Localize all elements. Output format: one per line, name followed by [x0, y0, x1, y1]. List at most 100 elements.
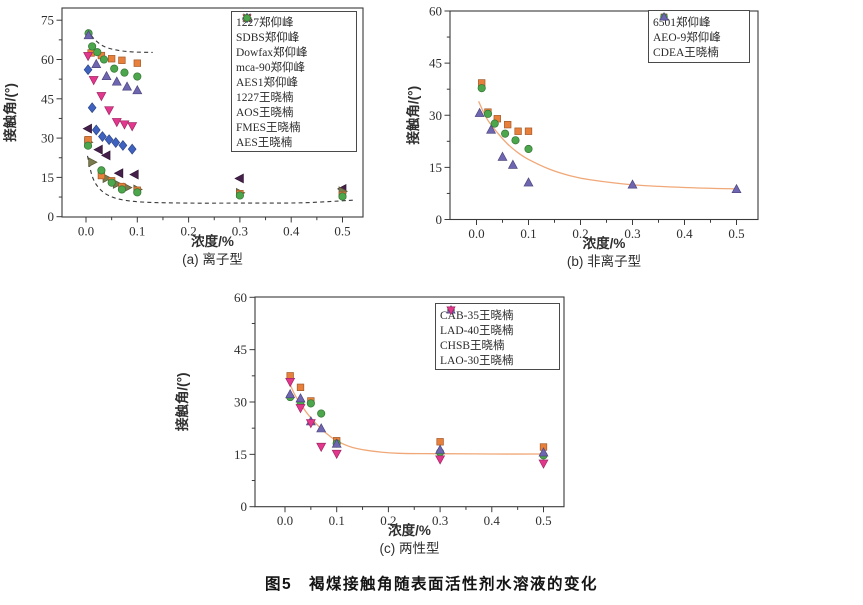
x-tick-label: 0.5 [728, 226, 744, 241]
chart-c-canvas: 0.0 0.1 0.2 0.3 0.4 0.5 0 15 30 45 60 浓度/% 接触角/(°) (c… [174, 290, 565, 556]
chart-a-series-4 [83, 64, 137, 155]
chart-c-legend: CAB-35王晓楠 LAD-40王晓楠 CHSB王晓楠 LAO-30王晓楠 [435, 303, 560, 371]
triangle-up-marker [101, 70, 112, 81]
triangle-up-marker [316, 423, 327, 433]
y-tick-label: 45 [41, 91, 54, 106]
triangle-up-marker [132, 84, 143, 95]
y-tick-label: 45 [429, 56, 442, 71]
chart-a-series-2 [83, 29, 143, 95]
legend-item-c-3: LAO-30王晓楠 [436, 306, 559, 367]
chart-a-series-8 [84, 141, 347, 201]
chart-a-ionic: 0.0 0.1 0.2 0.3 0.4 0.5 0 15 30 45 60 75 浓度/% 接触角/(°)… [0, 0, 430, 285]
square-marker [133, 59, 141, 67]
triangle-down-marker [538, 459, 549, 469]
y-axis-label: 接触角/(°) [405, 86, 421, 145]
legend-item-a-3: mca-90郑仰峰 [232, 14, 356, 75]
circle-marker [97, 166, 106, 175]
diamond-marker [91, 124, 101, 136]
triangle-down-marker [305, 419, 316, 429]
triangle-down-icon [446, 306, 456, 316]
x-axis-label: 浓度/% [388, 522, 431, 538]
triangle-left-marker [113, 168, 124, 179]
legend-label: mca-90郑仰峰 [236, 62, 305, 75]
chart-b-legend: 6501郑仰峰 AEO-9郑仰峰 CDEA王晓楠 [648, 10, 750, 63]
triangle-down-marker [285, 378, 296, 388]
legend-label: CAB-35王晓楠 [440, 309, 514, 322]
legend-item-c-2: CHSB王晓楠 [436, 304, 559, 352]
square-marker [514, 127, 522, 135]
x-tick-label: 0.3 [232, 224, 248, 239]
x-tick-label: 0.5 [334, 224, 350, 239]
chart-a-canvas: 0.0 0.1 0.2 0.3 0.4 0.5 0 15 30 45 60 75 浓度/% 接触角/(°)… [2, 7, 364, 267]
circle-marker [107, 178, 116, 187]
diamond-marker [127, 143, 137, 155]
x-tick-label: 0.0 [277, 513, 293, 528]
legend-label: LAD-40王晓楠 [440, 324, 514, 337]
triangle-down-marker [111, 118, 122, 128]
x-tick-label: 0.3 [432, 513, 448, 528]
chart-c-series-0 [286, 372, 548, 451]
triangle-down-marker [83, 52, 94, 62]
triangle-down-marker [316, 442, 327, 453]
chart-a-legend: 1227郑仰峰 SDBS郑仰峰 Dowfax郑仰峰 mca-90郑仰峰 AES1郑仰峰 1… [231, 11, 357, 153]
legend-item-a-8: AES王晓楠 [232, 14, 356, 149]
x-tick-label: 0.3 [624, 226, 640, 241]
triangle-up-marker [627, 179, 638, 189]
chart-b-subtitle: (b) 非离子型 [567, 253, 641, 269]
x-tick-label: 0.1 [129, 224, 145, 239]
legend-item-c-1: LAD-40王晓楠 [436, 306, 559, 337]
y-axis-label: 接触角/(°) [174, 373, 190, 432]
x-tick-label: 0.4 [676, 226, 693, 241]
triangle-up-marker [486, 124, 497, 134]
square-marker [296, 383, 305, 391]
axes: 0.0 0.1 0.2 0.3 0.4 0.5 0 15 30 45 60 75 [41, 7, 364, 239]
circle-marker [99, 55, 109, 64]
y-tick-label: 30 [41, 131, 54, 146]
axes: 0.0 0.1 0.2 0.3 0.4 0.5 0 15 30 45 60 [429, 4, 759, 241]
chart-b-nonionic: 0.0 0.1 0.2 0.3 0.4 0.5 0 15 30 45 60 浓度/% 接触角/(°) (b… [400, 0, 863, 285]
legend-label: FMES王晓楠 [236, 121, 301, 134]
chart-b-series-1 [477, 84, 533, 154]
x-tick-label: 0.1 [520, 226, 536, 241]
legend-item-b-1: AEO-9郑仰峰 [649, 13, 749, 44]
y-tick-label: 0 [241, 499, 248, 514]
y-tick-label: 0 [48, 209, 55, 224]
upper-envelope-dashed [87, 29, 153, 53]
square-marker [118, 56, 126, 64]
y-tick-label: 45 [234, 342, 247, 357]
x-tick-label: 0.4 [283, 224, 300, 239]
diamond-marker [98, 131, 107, 142]
figure-caption: 图5 褐煤接触角随表面活性剂水溶液的变化 [264, 576, 599, 593]
circle-marker [511, 136, 520, 145]
legend-label: AES1郑仰峰 [236, 77, 298, 90]
square-marker [524, 127, 533, 135]
legend-label: AOS王晓楠 [236, 106, 294, 119]
chart-a-subtitle: (a) 离子型 [182, 251, 243, 267]
axes: 0.0 0.1 0.2 0.3 0.4 0.5 0 15 30 45 60 [234, 290, 565, 528]
legend-item-a-5: 1227王晓楠 [232, 13, 356, 104]
legend-item-b-2: CDEA王晓楠 [649, 11, 749, 60]
circle-marker [490, 119, 499, 128]
lower-envelope-dashed [86, 155, 353, 204]
triangle-up-marker [122, 81, 133, 91]
y-tick-label: 15 [429, 160, 442, 175]
legend-label: SDBS郑仰峰 [236, 32, 300, 45]
triangle-up-marker [497, 151, 508, 161]
y-tick-label: 60 [41, 52, 54, 67]
triangle-up-marker [435, 444, 446, 454]
square-marker [436, 438, 444, 446]
triangle-up-marker [285, 388, 296, 399]
x-tick-label: 0.4 [484, 513, 501, 528]
legend-item-a-7: FMES王晓楠 [232, 14, 356, 134]
triangle-up-marker [83, 29, 94, 40]
triangle-up-marker [295, 393, 306, 403]
circle-marker [120, 68, 129, 77]
circle-marker [306, 399, 315, 408]
circle-marker [93, 48, 102, 57]
triangle-up-marker [474, 107, 485, 117]
triangle-up-marker [731, 183, 742, 194]
legend-label: AEO-9郑仰峰 [653, 31, 721, 44]
triangle-down-marker [119, 120, 130, 130]
triangle-down-marker [295, 404, 306, 414]
